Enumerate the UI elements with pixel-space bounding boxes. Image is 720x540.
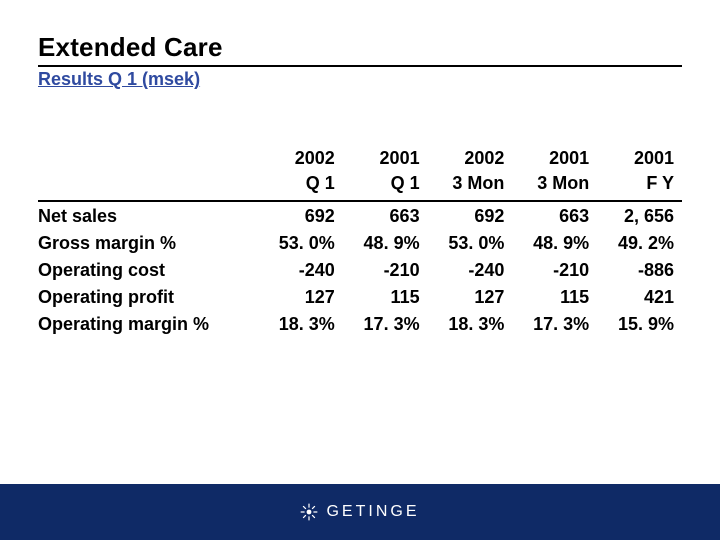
table-header-empty	[38, 171, 258, 201]
cell: -240	[428, 256, 513, 283]
cell: -210	[512, 256, 597, 283]
cell: 17. 3%	[512, 310, 597, 337]
table-header-year: 2001	[343, 146, 428, 171]
cell: 48. 9%	[512, 229, 597, 256]
cell: 115	[512, 283, 597, 310]
cell: 48. 9%	[343, 229, 428, 256]
cell: 49. 2%	[597, 229, 682, 256]
row-label: Gross margin %	[38, 229, 258, 256]
table-header-year: 2001	[597, 146, 682, 171]
cell: 18. 3%	[258, 310, 343, 337]
cell: -886	[597, 256, 682, 283]
cell: 127	[258, 283, 343, 310]
cell: 127	[428, 283, 513, 310]
page-title: Extended Care	[38, 32, 682, 67]
page-subtitle: Results Q 1 (msek)	[38, 69, 682, 90]
cell: 692	[258, 201, 343, 229]
table-header-period: 3 Mon	[512, 171, 597, 201]
table-header-period: Q 1	[343, 171, 428, 201]
row-label: Operating cost	[38, 256, 258, 283]
row-label: Operating profit	[38, 283, 258, 310]
cell: 53. 0%	[428, 229, 513, 256]
cell: 663	[512, 201, 597, 229]
table-row: Gross margin % 53. 0% 48. 9% 53. 0% 48. …	[38, 229, 682, 256]
table-row: Net sales 692 663 692 663 2, 656	[38, 201, 682, 229]
table-header-period: 3 Mon	[428, 171, 513, 201]
table-row: Operating profit 127 115 127 115 421	[38, 283, 682, 310]
table-header-year: 2001	[512, 146, 597, 171]
table-row: Operating margin % 18. 3% 17. 3% 18. 3% …	[38, 310, 682, 337]
row-label: Operating margin %	[38, 310, 258, 337]
footer-brand: GETINGE	[326, 503, 419, 521]
row-label: Net sales	[38, 201, 258, 229]
cell: 663	[343, 201, 428, 229]
cell: 15. 9%	[597, 310, 682, 337]
cell: 115	[343, 283, 428, 310]
cell: -240	[258, 256, 343, 283]
table-header-year: 2002	[428, 146, 513, 171]
cell: 18. 3%	[428, 310, 513, 337]
cell: 17. 3%	[343, 310, 428, 337]
cell: 2, 656	[597, 201, 682, 229]
results-table: 2002 2001 2002 2001 2001 Q 1 Q 1 3 Mon 3…	[38, 146, 682, 337]
table-header-period: F Y	[597, 171, 682, 201]
cell: -210	[343, 256, 428, 283]
cell: 692	[428, 201, 513, 229]
table-header-period: Q 1	[258, 171, 343, 201]
cell: 421	[597, 283, 682, 310]
footer-bar: GETINGE	[0, 484, 720, 540]
table-header-empty	[38, 146, 258, 171]
getinge-sun-icon	[300, 503, 318, 521]
table-row: Operating cost -240 -210 -240 -210 -886	[38, 256, 682, 283]
table-header-year: 2002	[258, 146, 343, 171]
cell: 53. 0%	[258, 229, 343, 256]
